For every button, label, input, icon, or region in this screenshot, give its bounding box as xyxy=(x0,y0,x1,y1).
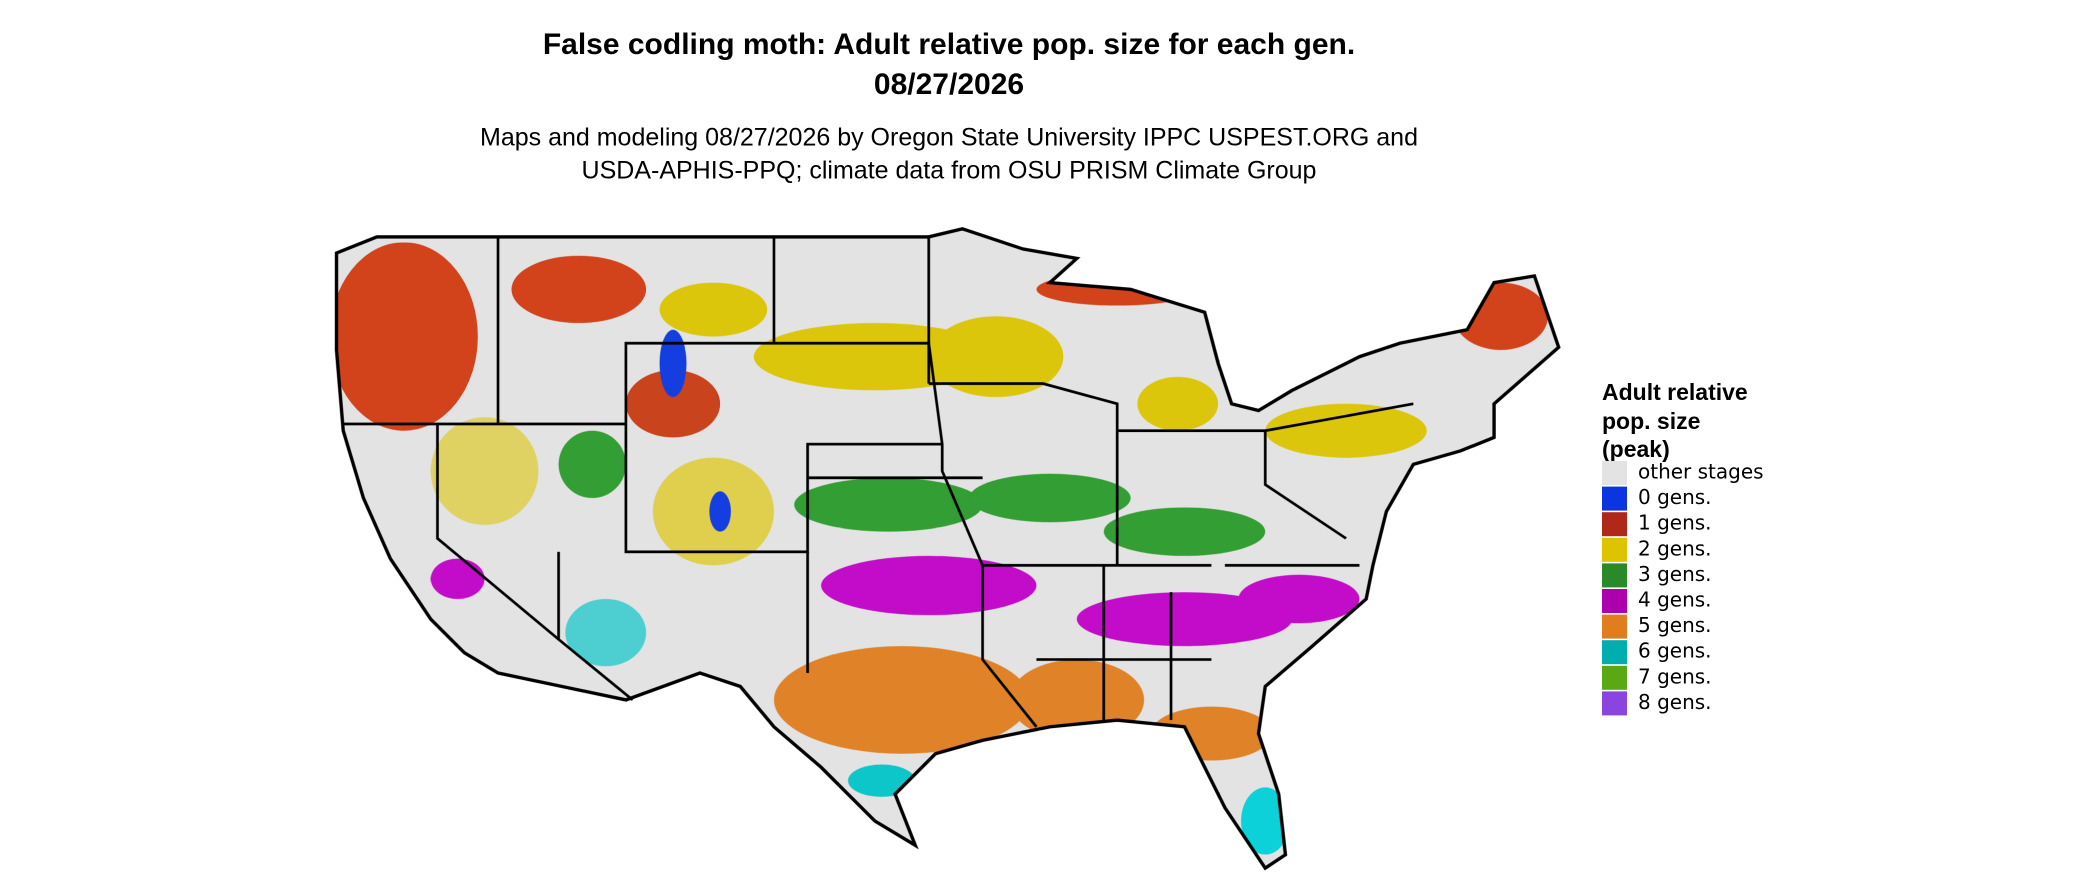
legend-swatch xyxy=(1602,537,1627,562)
legend-swatch xyxy=(1602,614,1627,639)
legend-label: 3 gens. xyxy=(1638,562,1712,586)
title: 08/27/2026 xyxy=(874,68,1024,101)
title: False codling moth: Adult relative pop. … xyxy=(543,28,1355,61)
legend-title: pop. size xyxy=(1602,408,1700,434)
legend-label: 8 gens. xyxy=(1638,690,1712,714)
legend-swatch xyxy=(1602,486,1627,511)
subtitle: Maps and modeling 08/27/2026 by Oregon S… xyxy=(480,124,1418,152)
land xyxy=(336,228,1559,869)
legend-swatch xyxy=(1602,691,1627,716)
legend-swatch xyxy=(1602,563,1627,588)
legend-label: 2 gens. xyxy=(1638,536,1712,560)
legend-label: 4 gens. xyxy=(1638,588,1712,612)
subtitle: USDA-APHIS-PPQ; climate data from OSU PR… xyxy=(582,157,1317,185)
legend-label: 1 gens. xyxy=(1638,511,1712,535)
legend-swatch xyxy=(1602,461,1627,485)
legend-title: (peak) xyxy=(1602,436,1670,462)
legend-swatch xyxy=(1602,589,1627,613)
legend-title: Adult relative xyxy=(1602,379,1748,405)
legend-label: 6 gens. xyxy=(1638,639,1712,663)
legend-swatch xyxy=(1602,665,1627,690)
state-lines xyxy=(343,236,1414,728)
legend-swatch xyxy=(1602,640,1627,665)
legend-swatch xyxy=(1602,512,1627,537)
legend-label: 0 gens. xyxy=(1638,485,1712,509)
legend-label: 7 gens. xyxy=(1638,664,1712,688)
legend-label: 5 gens. xyxy=(1638,613,1712,637)
map xyxy=(334,227,1561,870)
legend-label: other stages xyxy=(1638,460,1764,484)
